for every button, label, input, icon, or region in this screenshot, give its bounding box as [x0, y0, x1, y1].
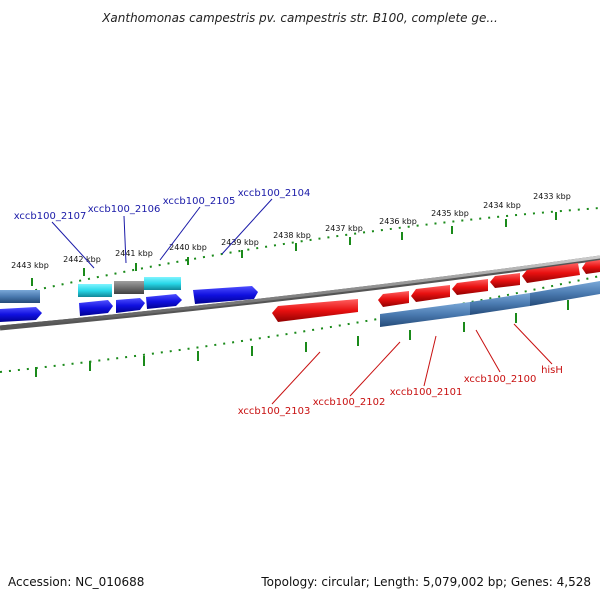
gene-cyan-2106 [78, 284, 112, 297]
gene-red-6 [582, 260, 600, 274]
upper-outer-genes [0, 277, 258, 304]
lower-scale-arc [0, 275, 600, 373]
gene-gray-2105 [114, 281, 144, 294]
gene-red-hisH [490, 273, 520, 288]
gene-red-2102 [378, 291, 409, 307]
tick-label-2440: 2440 kbp [169, 243, 207, 252]
gene-blue-forward-1 [193, 286, 258, 304]
map-title: Xanthomonas campestris pv. campestris st… [101, 11, 498, 25]
tick-label-2435: 2435 kbp [431, 209, 469, 218]
gene-steel-lower-3 [530, 281, 600, 306]
tick-label-2434: 2434 kbp [483, 201, 521, 210]
label-xccb100-2105[interactable]: xccb100_2105 [163, 196, 236, 207]
gene-blue-forward-4 [116, 298, 145, 313]
gene-steel-lower-1 [380, 302, 470, 327]
reverse-genes [272, 260, 600, 322]
label-xccb100-2107[interactable]: xccb100_2107 [14, 211, 87, 222]
upper-callout-lines [51, 198, 273, 269]
tick-label-2442: 2442 kbp [63, 255, 101, 264]
label-xccb100-2101[interactable]: xccb100_2101 [390, 387, 463, 398]
tick-label-2436: 2436 kbp [379, 217, 417, 226]
tick-label-2437: 2437 kbp [325, 224, 363, 233]
gene-red-2100 [452, 279, 488, 295]
tick-label-2443: 2443 kbp [11, 261, 49, 270]
lower-callout-lines [271, 323, 553, 405]
label-hisH[interactable]: hisH [541, 365, 563, 376]
upper-gene-labels: xccb100_2107 xccb100_2106 xccb100_2105 x… [14, 188, 311, 222]
gene-red-2101 [411, 285, 450, 302]
gene-red-2103 [272, 299, 358, 322]
gene-blue-forward-2 [0, 307, 42, 322]
label-xccb100-2100[interactable]: xccb100_2100 [464, 374, 537, 385]
lower-gene-labels: xccb100_2103 xccb100_2102 xccb100_2101 x… [238, 365, 563, 417]
label-xccb100-2103[interactable]: xccb100_2103 [238, 406, 311, 417]
gene-blue-forward-3 [79, 300, 113, 316]
gene-steel-lower-2 [470, 293, 530, 315]
tick-label-2433: 2433 kbp [533, 192, 571, 201]
gene-steel-left [0, 290, 40, 303]
label-xccb100-2106[interactable]: xccb100_2106 [88, 204, 161, 215]
lower-major-ticks [35, 300, 569, 377]
upper-inner-genes [0, 294, 182, 322]
upper-major-ticks [31, 212, 557, 286]
topology-text: Topology: circular; Length: 5,079,002 bp… [260, 575, 591, 589]
steel-genes-lower [380, 281, 600, 327]
genome-backbone [0, 255, 600, 329]
gene-red-5 [522, 263, 580, 283]
tick-label-2441: 2441 kbp [115, 249, 153, 258]
upper-scale-arc [0, 207, 600, 299]
tick-labels: 2443 kbp 2442 kbp 2441 kbp 2440 kbp 2439… [11, 192, 571, 270]
gene-cyan-2104 [144, 277, 181, 290]
gene-blue-forward-5 [146, 294, 182, 309]
label-xccb100-2102[interactable]: xccb100_2102 [313, 397, 386, 408]
accession-text: Accession: NC_010688 [8, 575, 144, 589]
tick-label-2438: 2438 kbp [273, 231, 311, 240]
tick-label-2439: 2439 kbp [221, 238, 259, 247]
label-xccb100-2104[interactable]: xccb100_2104 [238, 188, 311, 199]
